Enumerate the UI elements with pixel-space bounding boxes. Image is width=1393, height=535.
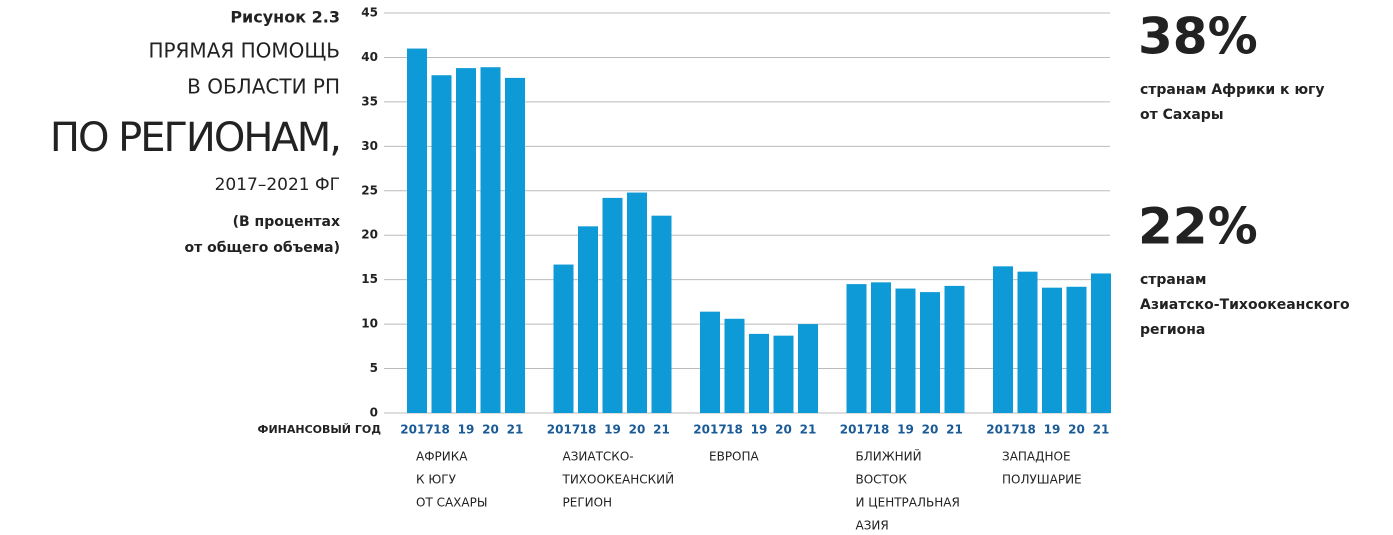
bar: [1066, 286, 1087, 413]
annotation-text: странам: [1140, 272, 1206, 288]
x-tick-label: 21: [946, 423, 963, 437]
bar: [871, 282, 891, 413]
group-label: БЛИЖНИЙ: [856, 449, 922, 464]
y-tick-label: 0: [370, 406, 378, 420]
x-tick-label: 20: [482, 423, 499, 437]
units-line: (В процентах: [233, 214, 340, 230]
x-tick-label: 2017: [840, 423, 873, 437]
bar: [480, 67, 501, 413]
bar: [602, 197, 623, 413]
bar: [749, 333, 769, 413]
group-label: АЗИАТСКО-: [563, 450, 634, 464]
annotation-value: 38%: [1138, 8, 1258, 66]
x-tick-label: 19: [458, 423, 475, 437]
bar: [846, 284, 867, 413]
y-tick-label: 30: [361, 139, 378, 153]
x-tick-label: 20: [629, 423, 646, 437]
bar: [798, 324, 818, 413]
annotation-text: от Сахары: [1140, 107, 1224, 123]
bar: [773, 335, 794, 413]
figure-label: Рисунок 2.3: [230, 8, 340, 27]
x-axis-label: ФИНАНСОВЫЙ ГОД: [258, 423, 382, 436]
bar: [895, 288, 916, 413]
x-tick-label: 21: [653, 423, 670, 437]
subtitle: 2017–2021 ФГ: [215, 175, 340, 195]
group-label: ЕВРОПА: [709, 450, 760, 464]
group-label: ТИХООКЕАНСКИЙ: [562, 472, 675, 487]
annotation-text: странам Африки к югу: [1140, 82, 1325, 98]
bar: [920, 292, 940, 413]
group-label: АФРИКА: [416, 450, 468, 464]
title-line: ПРЯМАЯ ПОМОЩЬ: [148, 39, 340, 63]
x-tick-label: 21: [507, 423, 524, 437]
x-tick-label: 18: [873, 423, 890, 437]
y-tick-label: 40: [361, 50, 378, 64]
x-tick-label: 2017: [547, 423, 580, 437]
x-tick-label: 2017: [986, 423, 1019, 437]
x-tick-label: 21: [1093, 423, 1110, 437]
group-label: ЗАПАДНОЕ: [1002, 450, 1071, 464]
x-tick-label: 18: [726, 423, 743, 437]
annotation-value: 22%: [1138, 198, 1258, 256]
group-label: РЕГИОН: [563, 496, 613, 510]
group-label: ОТ САХАРЫ: [416, 496, 487, 510]
units-line: от общего объема): [185, 240, 340, 256]
bar: [578, 226, 598, 413]
group-label: И ЦЕНТРАЛЬНАЯ: [856, 496, 960, 510]
x-tick-label: 20: [922, 423, 939, 437]
bar: [553, 264, 574, 413]
x-tick-label: 18: [1019, 423, 1036, 437]
x-tick-label: 19: [751, 423, 768, 437]
x-tick-label: 20: [1068, 423, 1085, 437]
bar: [627, 192, 647, 413]
bar: [1017, 271, 1038, 413]
group-label: К ЮГУ: [416, 473, 457, 487]
bar: [724, 318, 745, 413]
y-tick-label: 25: [361, 183, 378, 197]
group-label: ВОСТОК: [856, 473, 908, 487]
x-tick-label: 19: [897, 423, 914, 437]
title-main: ПО РЕГИОНАМ,: [50, 115, 340, 161]
y-tick-label: 45: [361, 6, 378, 20]
bar: [1042, 287, 1062, 413]
bar: [431, 75, 452, 413]
bar: [1091, 273, 1111, 413]
y-tick-label: 5: [370, 361, 378, 375]
x-tick-label: 2017: [400, 423, 433, 437]
annotation-text: региона: [1140, 322, 1205, 338]
bar: [944, 285, 965, 413]
y-tick-label: 15: [361, 272, 378, 286]
y-tick-label: 10: [361, 317, 378, 331]
x-tick-label: 21: [800, 423, 817, 437]
x-tick-label: 19: [1044, 423, 1061, 437]
bar: [993, 266, 1013, 413]
bar: [700, 311, 720, 413]
y-tick-label: 20: [361, 228, 378, 242]
bar: [407, 48, 427, 414]
bar: [456, 68, 476, 413]
bar: [505, 77, 525, 413]
x-tick-label: 18: [433, 423, 450, 437]
x-tick-label: 19: [604, 423, 621, 437]
y-tick-label: 35: [361, 94, 378, 108]
group-label: АЗИЯ: [856, 519, 889, 533]
group-label: ПОЛУШАРИЕ: [1002, 473, 1082, 487]
x-tick-label: 18: [580, 423, 597, 437]
x-tick-label: 2017: [693, 423, 726, 437]
bar: [651, 215, 672, 413]
annotation-text: Азиатско-Тихоокеанского: [1140, 297, 1350, 313]
x-tick-label: 20: [775, 423, 792, 437]
title-line: В ОБЛАСТИ РП: [187, 75, 340, 99]
